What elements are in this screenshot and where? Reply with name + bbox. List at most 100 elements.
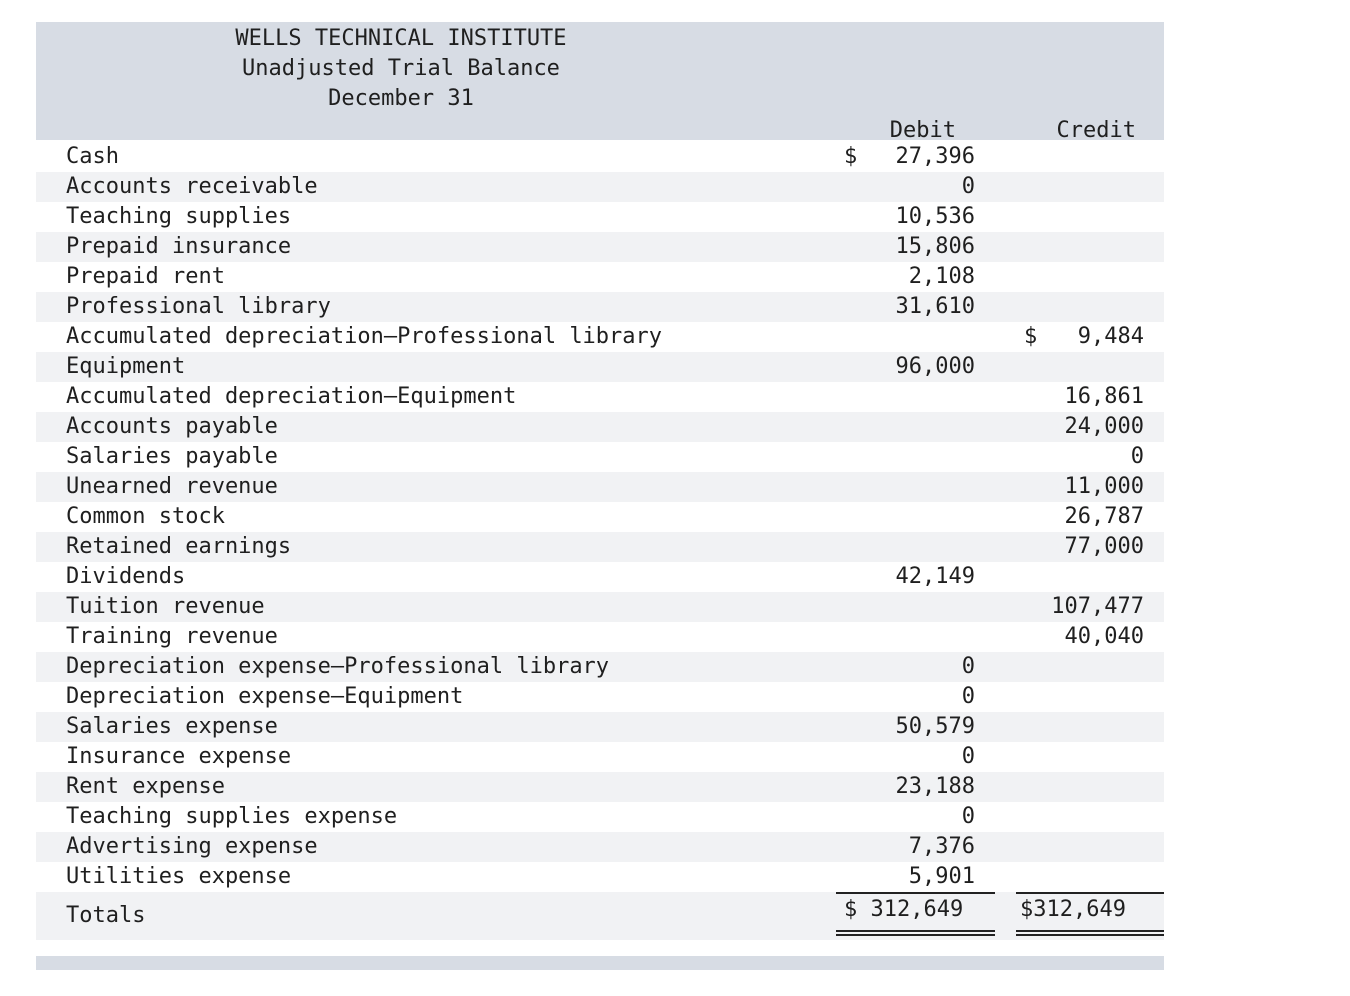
account-name: Teaching supplies expense [66, 804, 398, 829]
credit-dollar-sign: $ [1024, 324, 1038, 349]
table-row: Professional library 31,610 [36, 292, 1164, 322]
credit-cell [1016, 202, 1144, 232]
debit-cell: 50,579 [836, 712, 975, 742]
debit-cell: 0 [836, 682, 975, 712]
credit-cell [1016, 352, 1144, 382]
credit-cell: 11,000 [1016, 472, 1144, 502]
table-row: Teaching supplies 10,536 [36, 202, 1164, 232]
account-name: Common stock [66, 504, 225, 529]
debit-cell: 42,149 [836, 562, 975, 592]
account-name: Rent expense [66, 774, 225, 799]
credit-cell [1016, 172, 1144, 202]
debit-cell [836, 622, 975, 652]
debit-cell: 5,901 [836, 862, 975, 892]
debit-cell [836, 502, 975, 532]
account-name: Cash [66, 144, 119, 169]
account-name: Salaries expense [66, 714, 278, 739]
debit-cell: $27,396 [836, 142, 975, 172]
account-name: Equipment [66, 354, 186, 379]
debit-cell: 7,376 [836, 832, 975, 862]
table-row: Salaries expense 50,579 [36, 712, 1164, 742]
debit-cell [836, 382, 975, 412]
debit-amount: 0 [961, 684, 975, 709]
debit-cell: 31,610 [836, 292, 975, 322]
account-name: Salaries payable [66, 444, 278, 469]
debit-amount: 0 [961, 804, 975, 829]
credit-cell: 24,000 [1016, 412, 1144, 442]
table-row: Common stock 26,787 [36, 502, 1164, 532]
credit-cell [1016, 292, 1144, 322]
credit-amount: 11,000 [1064, 474, 1144, 499]
table-row: Salaries payable 0 [36, 442, 1164, 472]
credit-cell [1016, 652, 1144, 682]
credit-cell [1016, 712, 1144, 742]
table-row: Unearned revenue 11,000 [36, 472, 1164, 502]
account-rows: Cash $27,396 Accounts receivable 0 Teaching … [36, 142, 1164, 940]
totals-row: Totals $ 312,649 $312,649 [36, 892, 1164, 940]
account-name: Accounts receivable [66, 174, 318, 199]
credit-total-underline [1016, 892, 1164, 894]
debit-cell: 0 [836, 802, 975, 832]
credit-cell: $9,484 [1016, 322, 1144, 352]
table-row: Equipment 96,000 [36, 352, 1164, 382]
debit-cell [836, 412, 975, 442]
debit-amount: 0 [961, 744, 975, 769]
account-name: Advertising expense [66, 834, 318, 859]
credit-cell: 16,861 [1016, 382, 1144, 412]
credit-amount: 9,484 [1077, 324, 1144, 349]
table-row: Accounts payable 24,000 [36, 412, 1164, 442]
report-date: December 31 [328, 86, 474, 111]
report-title: Unadjusted Trial Balance [242, 56, 560, 81]
table-row: Dividends 42,149 [36, 562, 1164, 592]
debit-cell [836, 532, 975, 562]
account-name: Prepaid insurance [66, 234, 292, 259]
debit-total: $ 312,649 [844, 897, 964, 922]
table-row: Cash $27,396 [36, 142, 1164, 172]
table-row: Rent expense 23,188 [36, 772, 1164, 802]
debit-cell: 2,108 [836, 262, 975, 292]
debit-cell: 10,536 [836, 202, 975, 232]
table-row: Depreciation expense—Equipment 0 [36, 682, 1164, 712]
account-name: Unearned revenue [66, 474, 278, 499]
table-row: Teaching supplies expense 0 [36, 802, 1164, 832]
credit-amount: 107,477 [1051, 594, 1144, 619]
header-band [36, 22, 1164, 140]
table-row: Training revenue 40,040 [36, 622, 1164, 652]
credit-cell [1016, 742, 1144, 772]
account-name: Accumulated depreciation—Professional li… [66, 324, 663, 349]
credit-amount: 26,787 [1064, 504, 1144, 529]
debit-cell [836, 442, 975, 472]
company-name: WELLS TECHNICAL INSTITUTE [235, 26, 567, 51]
table-row: Advertising expense 7,376 [36, 832, 1164, 862]
account-name: Depreciation expense—Professional librar… [66, 654, 610, 679]
credit-amount: 24,000 [1064, 414, 1144, 439]
account-name: Professional library [66, 294, 331, 319]
credit-column-header: Credit [1056, 118, 1136, 143]
credit-amount: 0 [1130, 444, 1144, 469]
table-row: Depreciation expense—Professional librar… [36, 652, 1164, 682]
debit-column-header: Debit [889, 118, 956, 143]
debit-cell: 15,806 [836, 232, 975, 262]
debit-total-underline [836, 892, 995, 894]
account-name: Retained earnings [66, 534, 292, 559]
account-name: Accounts payable [66, 414, 278, 439]
account-name: Insurance expense [66, 744, 292, 769]
table-row: Accounts receivable 0 [36, 172, 1164, 202]
credit-cell: 77,000 [1016, 532, 1144, 562]
credit-total: $312,649 [1020, 897, 1126, 922]
credit-amount: 77,000 [1064, 534, 1144, 559]
table-row: Prepaid rent 2,108 [36, 262, 1164, 292]
debit-cell: 23,188 [836, 772, 975, 802]
credit-amount: 40,040 [1064, 624, 1144, 649]
credit-cell: 26,787 [1016, 502, 1144, 532]
credit-cell: 40,040 [1016, 622, 1144, 652]
debit-amount: 7,376 [908, 834, 975, 859]
credit-cell [1016, 832, 1144, 862]
debit-cell: 96,000 [836, 352, 975, 382]
debit-amount: 31,610 [895, 294, 975, 319]
credit-amount: 16,861 [1064, 384, 1144, 409]
credit-cell: 0 [1016, 442, 1144, 472]
debit-amount: 10,536 [895, 204, 975, 229]
debit-cell [836, 592, 975, 622]
account-name: Accumulated depreciation—Equipment [66, 384, 517, 409]
